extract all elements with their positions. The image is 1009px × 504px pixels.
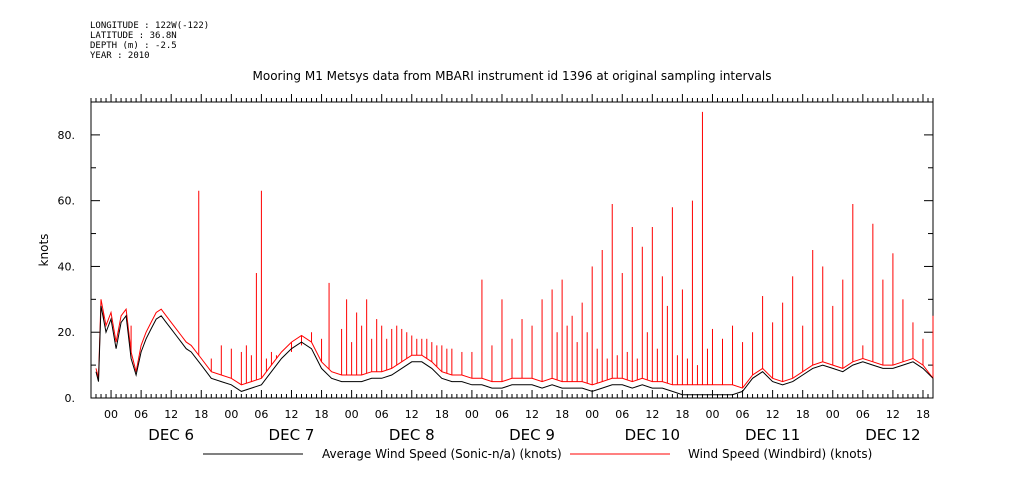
legend-label-average: Average Wind Speed (Sonic-n/a) (knots) — [322, 447, 562, 461]
y-tick-label: 40. — [58, 260, 76, 273]
x-hour-label: 18 — [194, 408, 208, 421]
x-hour-label: 00 — [465, 408, 479, 421]
x-hour-label: 18 — [916, 408, 930, 421]
x-hour-label: 06 — [495, 408, 509, 421]
x-day-label: DEC 11 — [745, 426, 800, 444]
x-day-label: DEC 9 — [509, 426, 555, 444]
x-hour-label: 00 — [705, 408, 719, 421]
spike-layer — [103, 111, 934, 389]
series-layer — [95, 299, 934, 396]
x-hour-label: 18 — [675, 408, 689, 421]
y-tick-label: 80. — [58, 129, 76, 142]
latitude-label: LATITUDE : 36.8N — [90, 31, 177, 41]
x-axis: 00 06 12 18 00 06 12 18 00 06 12 18 00 06 12 18 00 06 12 18… — [90, 94, 934, 444]
y-axis: 0. 20. 40. 60. 80. — [58, 101, 933, 405]
windbird-wind-speed-line — [95, 299, 934, 389]
legend-label-windbird: Wind Speed (Windbird) (knots) — [688, 447, 872, 461]
x-hour-label: 18 — [315, 408, 329, 421]
x-day-label: DEC 6 — [148, 426, 194, 444]
x-hour-label: 06 — [254, 408, 268, 421]
y-tick-label: 60. — [58, 195, 76, 208]
x-hour-label: 12 — [164, 408, 178, 421]
x-hour-label: 12 — [525, 408, 539, 421]
x-hour-label: 06 — [615, 408, 629, 421]
y-tick-label: 0. — [65, 392, 76, 405]
x-day-label: DEC 8 — [389, 426, 435, 444]
x-day-label: DEC 10 — [625, 426, 680, 444]
x-hour-label: 18 — [435, 408, 449, 421]
x-hour-label: 06 — [375, 408, 389, 421]
x-day-label: DEC 7 — [269, 426, 315, 444]
longitude-label: LONGITUDE : 122W(-122) — [90, 21, 210, 31]
x-hour-label: 12 — [284, 408, 298, 421]
x-hour-label: 12 — [766, 408, 780, 421]
x-hour-label: 06 — [856, 408, 870, 421]
x-day-label: DEC 12 — [865, 426, 920, 444]
y-axis-label: knots — [37, 234, 51, 267]
x-hour-label: 18 — [555, 408, 569, 421]
average-wind-speed-line — [95, 305, 934, 396]
x-hour-label: 12 — [405, 408, 419, 421]
x-hour-label: 06 — [134, 408, 148, 421]
year-label: YEAR : 2010 — [90, 51, 150, 61]
depth-label: DEPTH (m) : -2.5 — [90, 41, 177, 51]
legend: Average Wind Speed (Sonic-n/a) (knots) W… — [203, 447, 872, 461]
x-hour-label: 06 — [736, 408, 750, 421]
x-hour-label: 12 — [645, 408, 659, 421]
x-hour-label: 00 — [585, 408, 599, 421]
x-hour-label: 00 — [104, 408, 118, 421]
x-hour-label: 12 — [886, 408, 900, 421]
x-hour-label: 00 — [224, 408, 238, 421]
y-tick-label: 20. — [58, 326, 76, 339]
x-hour-label: 00 — [826, 408, 840, 421]
x-hour-label: 00 — [345, 408, 359, 421]
x-hour-label: 18 — [796, 408, 810, 421]
chart-title: Mooring M1 Metsys data from MBARI instru… — [253, 69, 772, 83]
